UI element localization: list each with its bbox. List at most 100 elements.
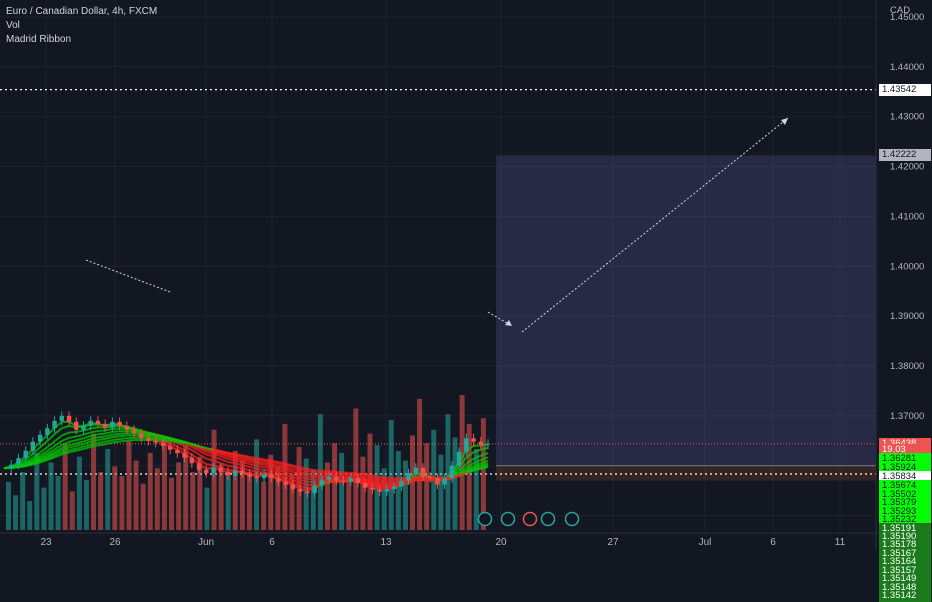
ribbon-band xyxy=(206,464,213,465)
ribbon-band xyxy=(474,445,481,446)
ribbon-band xyxy=(98,442,105,443)
candle-body xyxy=(406,473,410,480)
time-tick-label: 26 xyxy=(109,537,121,548)
ribbon-band xyxy=(18,466,25,467)
time-tick-label: 27 xyxy=(607,537,619,548)
candle-body xyxy=(45,428,49,434)
volume-bar xyxy=(41,488,46,530)
candle-body xyxy=(276,478,280,481)
ribbon-band xyxy=(69,432,76,433)
ribbon-band xyxy=(372,477,379,478)
candle-body xyxy=(60,416,64,421)
ribbon-band xyxy=(98,436,105,437)
time-tick-label: 6 xyxy=(269,537,275,548)
candle-body xyxy=(161,443,165,446)
candle-body xyxy=(240,471,244,474)
candle-body xyxy=(269,474,273,478)
chart-legend: Euro / Canadian Dollar, 4h, FXCM Vol Mad… xyxy=(6,5,157,47)
ribbon-band xyxy=(380,477,387,478)
candle-body xyxy=(81,426,85,430)
ribbon-band xyxy=(69,440,76,442)
ribbon-band xyxy=(329,471,336,472)
ribbon-band xyxy=(307,471,314,472)
candle-body xyxy=(414,468,418,473)
economic-event-icon[interactable] xyxy=(524,513,537,526)
volume-bar xyxy=(212,430,217,530)
ribbon-band xyxy=(206,448,213,449)
ribbon-band xyxy=(365,476,372,477)
ribbon-band xyxy=(105,429,112,430)
volume-bar xyxy=(98,472,103,530)
candle-body xyxy=(312,486,316,493)
candle-body xyxy=(284,482,288,485)
ribbon-band xyxy=(307,469,314,470)
candle-body xyxy=(16,458,20,464)
volume-indicator-label: Vol xyxy=(6,19,157,33)
economic-event-icon[interactable] xyxy=(479,513,492,526)
volume-bar xyxy=(84,480,89,530)
ribbon-band xyxy=(372,476,379,477)
candle-body xyxy=(442,478,446,484)
ribbon-band xyxy=(156,437,163,438)
ribbon-band xyxy=(271,461,278,462)
volume-bar xyxy=(20,472,25,530)
volume-bar xyxy=(360,457,365,530)
candle-body xyxy=(255,477,259,478)
ribbon-band xyxy=(76,444,83,446)
ribbon-band xyxy=(120,436,127,437)
ribbon-band xyxy=(358,474,365,475)
candle-body xyxy=(52,421,56,428)
ribbon-band xyxy=(112,439,119,440)
volume-bar xyxy=(119,476,124,530)
time-tick-label: 13 xyxy=(380,537,392,548)
currency-label: CAD xyxy=(890,5,910,16)
ribbon-band xyxy=(112,441,119,442)
volume-bar xyxy=(13,495,18,530)
candle-body xyxy=(464,438,468,451)
ribbon-band xyxy=(177,442,184,443)
candle-body xyxy=(435,478,439,484)
candle-body xyxy=(363,483,367,487)
volume-bar xyxy=(105,449,110,530)
volume-bar xyxy=(27,501,32,530)
candle-body xyxy=(291,485,295,489)
candle-body xyxy=(96,421,100,424)
ribbon-band xyxy=(105,435,112,437)
ribbon-band xyxy=(156,439,163,440)
volume-bar xyxy=(417,399,422,530)
volume-bar xyxy=(254,439,259,530)
candle-body xyxy=(74,422,78,430)
candle-body xyxy=(486,444,490,445)
ribbon-band xyxy=(76,431,83,432)
time-tick-label: 20 xyxy=(495,537,507,548)
economic-event-icon[interactable] xyxy=(566,513,579,526)
ribbon-band xyxy=(358,475,365,476)
ribbon-band xyxy=(148,436,155,437)
ribbon-band xyxy=(76,441,83,443)
volume-bar xyxy=(389,420,394,530)
candle-body xyxy=(479,442,483,445)
time-tick-label: Jul xyxy=(699,537,712,548)
candle-body xyxy=(428,477,432,478)
volume-bar xyxy=(148,453,153,530)
volume-bar xyxy=(70,491,75,530)
economic-event-icon[interactable] xyxy=(542,513,555,526)
volume-bar xyxy=(190,472,195,530)
ribbon-band xyxy=(76,435,83,437)
price-tick-label: 1.42000 xyxy=(890,162,924,173)
ribbon-band xyxy=(221,459,228,462)
candle-body xyxy=(88,421,92,426)
candle-body xyxy=(341,481,345,482)
ribbon-band xyxy=(112,436,119,437)
ribbon-band xyxy=(336,472,343,473)
economic-event-icon[interactable] xyxy=(502,513,515,526)
volume-bar xyxy=(403,461,408,530)
ribbon-band xyxy=(365,475,372,476)
candle-body xyxy=(182,453,186,457)
price-chart[interactable]: 1.450001.440001.430001.420001.410001.400… xyxy=(0,0,932,550)
ribbon-band xyxy=(307,479,314,480)
ribbon-band xyxy=(170,441,177,442)
ribbon-band xyxy=(257,458,264,459)
ribbon-band xyxy=(358,477,365,478)
volume-bar xyxy=(49,463,54,531)
